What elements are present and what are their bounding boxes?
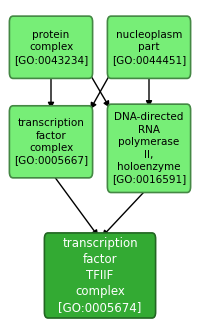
Text: nucleoplasm
part
[GO:0044451]: nucleoplasm part [GO:0044451]	[112, 30, 186, 65]
FancyBboxPatch shape	[9, 16, 93, 79]
Text: transcription
factor
complex
[GO:0005667]: transcription factor complex [GO:0005667…	[14, 118, 88, 165]
FancyBboxPatch shape	[107, 104, 191, 192]
FancyBboxPatch shape	[9, 106, 93, 178]
Text: protein
complex
[GO:0043234]: protein complex [GO:0043234]	[14, 30, 88, 65]
Text: DNA-directed
RNA
polymerase
II,
holoenzyme
[GO:0016591]: DNA-directed RNA polymerase II, holoenzy…	[112, 112, 186, 184]
FancyBboxPatch shape	[107, 16, 191, 79]
Text: transcription
factor
TFIIF
complex
[GO:0005674]: transcription factor TFIIF complex [GO:0…	[58, 237, 142, 314]
FancyBboxPatch shape	[44, 233, 156, 318]
